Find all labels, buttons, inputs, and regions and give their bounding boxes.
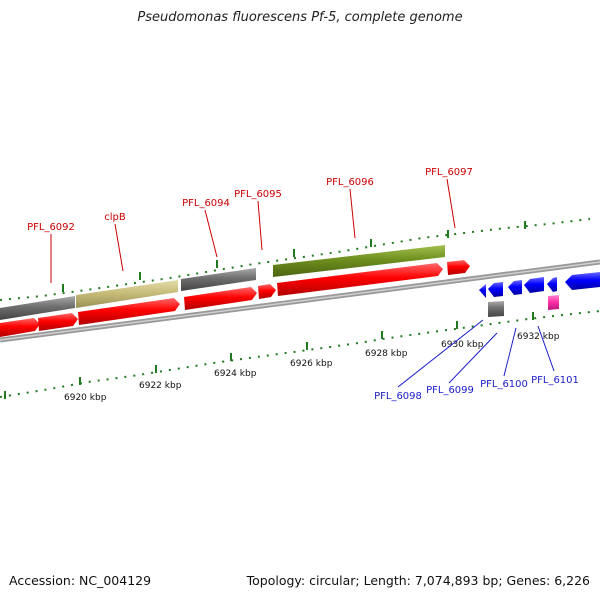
upper-tick-track <box>0 218 591 301</box>
reverse-gene-labels: PFL_6098 PFL_6099 PFL_6100 PFL_6101 <box>374 375 579 402</box>
scale-labels: 6920 kbp 6922 kbp 6924 kbp 6926 kbp 6928… <box>64 332 560 403</box>
cds-arrow-forward[interactable] <box>0 318 40 337</box>
topology-text: Topology: circular; Length: 7,074,893 bp… <box>246 573 590 588</box>
backbone-line-inner <box>0 261 600 341</box>
gene-label[interactable]: PFL_6101 <box>531 375 579 386</box>
cds-arrow-reverse[interactable] <box>565 272 600 290</box>
scale-label: 6922 kbp <box>139 381 182 391</box>
gene-label[interactable]: PFL_6092 <box>27 222 75 233</box>
forward-feature-track <box>0 245 445 320</box>
cds-arrow-reverse[interactable] <box>524 277 544 293</box>
map-title: Pseudomonas fluorescens Pf-5, complete g… <box>137 10 463 25</box>
gene-label[interactable]: PFL_6097 <box>425 167 473 178</box>
khaki-feature-bar[interactable] <box>76 280 178 308</box>
lower-tick-track <box>0 310 600 399</box>
scale-label: 6924 kbp <box>214 369 257 379</box>
gene-label[interactable]: PFL_6095 <box>234 189 282 200</box>
cds-arrow-reverse[interactable] <box>508 280 522 295</box>
gray-feature-bar[interactable] <box>181 268 256 291</box>
cds-arrow-reverse[interactable] <box>488 282 503 297</box>
scale-label: 6926 kbp <box>290 359 333 369</box>
cds-arrow-forward[interactable] <box>447 260 470 275</box>
scale-label: 6920 kbp <box>64 393 107 403</box>
cds-arrow-reverse[interactable] <box>479 284 486 298</box>
gene-label[interactable]: PFL_6096 <box>326 177 374 188</box>
accession-text: Accession: NC_004129 <box>9 573 152 588</box>
forward-gene-labels: PFL_6092 clpB PFL_6094 PFL_6095 PFL_6096… <box>27 167 473 233</box>
cds-arrow-forward[interactable] <box>78 298 180 325</box>
cds-arrow-forward[interactable] <box>277 263 443 296</box>
reverse-leader-lines <box>397 319 555 388</box>
pink-feature-box[interactable] <box>548 295 559 310</box>
gray-feature-box[interactable] <box>488 301 504 317</box>
gene-label[interactable]: PFL_6099 <box>426 385 474 396</box>
reverse-feature-track <box>488 295 559 317</box>
gene-label[interactable]: PFL_6098 <box>374 391 422 402</box>
gene-label[interactable]: PFL_6094 <box>182 198 230 209</box>
green-feature-bar[interactable] <box>273 245 445 277</box>
cds-arrow-forward[interactable] <box>258 284 276 299</box>
cds-arrow-forward[interactable] <box>38 313 78 331</box>
gene-label[interactable]: clpB <box>104 212 126 223</box>
gene-label[interactable]: PFL_6100 <box>480 379 528 390</box>
reverse-cds-track <box>479 272 600 298</box>
scale-label: 6930 kbp <box>441 340 484 350</box>
scale-label: 6932 kbp <box>517 332 560 342</box>
scale-label: 6928 kbp <box>365 349 408 359</box>
forward-cds-track <box>0 260 470 337</box>
forward-leader-lines <box>50 178 456 283</box>
cds-arrow-reverse[interactable] <box>547 277 557 292</box>
cds-arrow-forward[interactable] <box>184 287 257 310</box>
gray-feature-bar[interactable] <box>0 296 75 320</box>
